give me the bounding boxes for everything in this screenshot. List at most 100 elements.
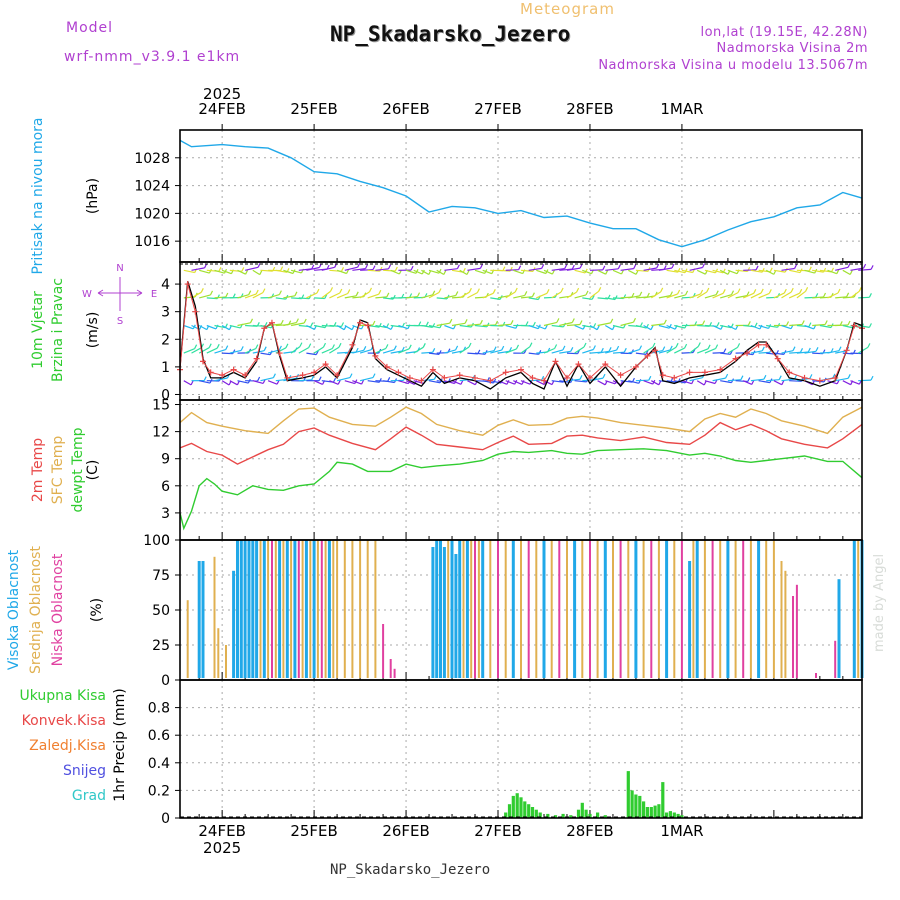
wind-barb [490,324,503,327]
wind-barb [536,292,548,299]
wind-barb [229,324,241,329]
wind-barb-flag [387,377,391,382]
cloud-bar-mid [309,540,312,678]
cloud-bar-mid [719,540,722,678]
wind-barb [344,295,357,299]
precip-bar [638,795,642,818]
cloud-bar-high [431,547,435,678]
wind-barb-flag [466,270,470,275]
wind-barb-flag [768,289,772,294]
mid-cloud-axis-label: Srednja Oblacnost [28,546,44,674]
wind-barb-flag [438,288,442,293]
cloud-bar-low [711,540,714,678]
cloud-bar-low [589,540,591,678]
wind-barb-flag [746,291,750,296]
wind-barb [620,380,633,383]
wind-barb [513,380,523,385]
cloud-bar-mid [749,540,752,678]
wind-barb [551,380,564,383]
wind-barb-flag [337,380,341,385]
wind-barb [459,346,470,354]
wind-barb-flag [425,321,429,327]
wind-barb-flag [245,269,249,275]
wind-barb [513,269,523,275]
wind-barb-flag [697,342,701,347]
wind-barb-flag [602,265,606,271]
temp-2m-axis-label: 2m Temp [30,438,46,502]
pressure-unit-label: (hPa) [85,178,101,214]
wind-barb [704,348,716,354]
wind-barb-flag [598,287,602,292]
wind-barb [689,324,703,327]
wind-barb [696,380,705,386]
cloud-bar-low [497,540,499,678]
wind-barb-flag [310,322,314,327]
wind-barb [467,292,478,299]
precip-bar [580,802,584,818]
wind-barb [344,266,358,271]
wind-barb [566,352,578,355]
wind-barb [375,324,387,329]
wind-barb [742,292,755,299]
cloud-bar-mid [351,540,354,678]
precip-bar [676,813,680,818]
cloud-bar-mid [780,561,783,678]
wind-barb-flag [760,288,764,294]
wind-barb-flag [593,323,597,328]
wind-barb [360,269,374,271]
cloud-bar-low [393,668,396,678]
wind-barb [329,292,341,299]
cloud-bar-high [262,540,266,678]
wind-barb-flag [554,344,558,349]
cloud-bar-mid [324,540,327,678]
wind-barb-flag [357,262,361,268]
wind-barb-flag [605,269,609,275]
wind-barb-flag [280,266,284,271]
low-cloud-axis-label: Niska Oblacnost [50,553,66,666]
cloud-bar-mid [301,540,304,678]
precip-legend-label: Konvek.Kisa [22,713,106,729]
cloud-bar-mid [267,540,270,678]
wind-barb-flag [579,263,583,269]
wind-barb-flag [264,322,268,327]
compass-north-label: N [116,263,123,274]
wind-barb [490,297,501,300]
wind-barb-flag [616,345,620,351]
wind-barb [298,347,309,354]
cloud-bar-mid [274,540,277,678]
wind-barb-flag [386,292,390,298]
wind-barb [750,350,763,354]
wind-barb [804,350,817,354]
wind-barb-flag [716,322,720,327]
wind-barb [674,269,686,274]
compass-east-label: E [151,289,157,300]
wind-barb [681,380,692,385]
wind-observed-line [179,283,863,382]
wind-barb-flag [322,342,327,348]
wind-barb [214,349,226,354]
y-tick-label: 100 [143,533,170,549]
wind-barb-flag [656,263,660,269]
wind-barb [375,347,387,354]
wind-barb [635,379,649,382]
cloud-bar-high [278,540,282,678]
wind-barb [352,268,366,271]
wind-barb [421,294,433,299]
wind-barb [198,347,210,354]
wind-barb-flag [240,346,244,351]
wind-barb [520,380,531,385]
wind-barb-flag [799,348,804,353]
wind-barb [750,324,761,330]
cloud-bar-low [389,659,392,678]
year-label-top: 2025 [203,85,241,103]
wind-barb [605,349,617,354]
y-tick-label: 50 [152,603,170,619]
wind-barb [696,348,709,354]
wind-barb [781,291,792,299]
wind-barb-flag [754,322,758,328]
wind-barb [221,380,230,386]
cloud-bar-high [757,540,761,678]
wind-barb-flag [579,320,583,325]
wind-barb-flag [329,287,334,292]
wind-barb [497,380,508,385]
